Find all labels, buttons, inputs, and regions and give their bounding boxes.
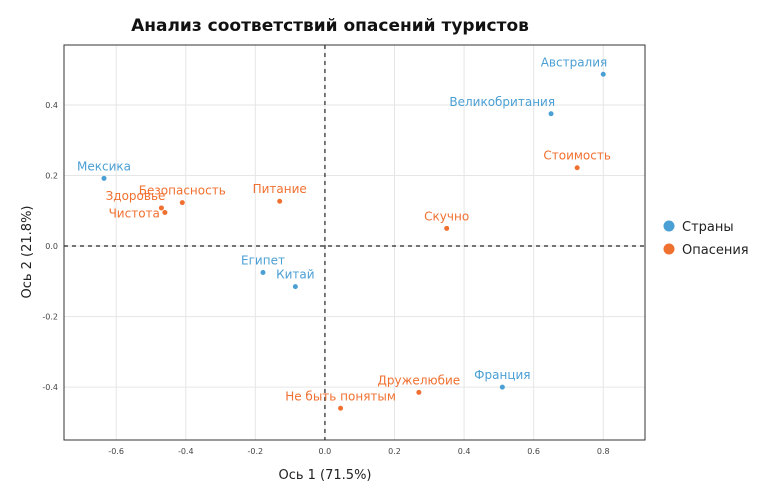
point-label: Чистота xyxy=(109,207,160,221)
point-label: Дружелюбие xyxy=(378,373,461,387)
x-axis-title: Ось 1 (71.5%) xyxy=(278,468,371,483)
point-label: Великобритания xyxy=(449,95,555,109)
x-tick-label: -0.4 xyxy=(178,447,194,456)
point-label: Питание xyxy=(253,182,307,196)
grid xyxy=(64,45,645,440)
point-labels: Австралия Великобритания Мексика ЕгипетКита… xyxy=(77,55,611,403)
data-point xyxy=(260,269,266,275)
legend-marker xyxy=(663,243,675,255)
data-point xyxy=(158,205,164,211)
legend-marker xyxy=(663,220,675,232)
tick-labels: -0.6 -0.4 -0.2 0.0 0.2 0.4 0.6 0.8 -0.4 -0.2 0.0 0.… xyxy=(42,101,609,456)
data-point xyxy=(292,284,298,290)
y-tick-label: -0.4 xyxy=(42,383,58,392)
x-tick-label: 0.2 xyxy=(388,447,401,456)
x-tick-label: -0.2 xyxy=(248,447,264,456)
legend: Страны Опасения xyxy=(663,220,749,258)
y-tick-label: 0.2 xyxy=(45,171,58,180)
point-label: Здоровье xyxy=(106,189,166,203)
x-tick-label: -0.6 xyxy=(108,447,124,456)
x-tick-label: 0.8 xyxy=(597,447,610,456)
point-label: Австралия xyxy=(541,55,608,69)
point-label: Мексика xyxy=(77,159,131,173)
point-label: Не быть понятым xyxy=(285,389,396,403)
point-label: Стоимость xyxy=(543,149,611,163)
points xyxy=(101,71,606,411)
data-point xyxy=(162,210,168,216)
chart-title: Анализ соответствий опасений туристов xyxy=(131,16,529,36)
data-point xyxy=(179,200,185,206)
plot-frame xyxy=(63,44,646,441)
point-label: Египет xyxy=(241,253,285,267)
y-tick-label: 0.0 xyxy=(45,242,58,251)
data-point xyxy=(338,405,344,411)
point-label: Безопасность xyxy=(139,184,226,198)
data-point xyxy=(416,389,422,395)
x-tick-label: 0.0 xyxy=(319,447,332,456)
y-tick-label: 0.4 xyxy=(45,101,58,110)
y-axis-title: Ось 2 (21.8%) xyxy=(20,205,35,298)
legend-label: Страны xyxy=(682,220,734,235)
data-point xyxy=(101,175,107,181)
legend-label: Опасения xyxy=(682,243,749,258)
data-point xyxy=(499,384,505,390)
data-point xyxy=(600,71,606,77)
point-label: Скучно xyxy=(424,209,469,223)
point-label: Китай xyxy=(276,268,314,282)
data-point xyxy=(444,225,450,231)
x-tick-label: 0.6 xyxy=(527,447,540,456)
x-tick-label: 0.4 xyxy=(458,447,471,456)
point-label: Франция xyxy=(474,368,530,382)
data-point xyxy=(277,198,283,204)
reference-lines xyxy=(64,45,645,440)
data-point xyxy=(548,111,554,117)
data-point xyxy=(574,165,580,171)
y-tick-label: -0.2 xyxy=(42,313,58,322)
